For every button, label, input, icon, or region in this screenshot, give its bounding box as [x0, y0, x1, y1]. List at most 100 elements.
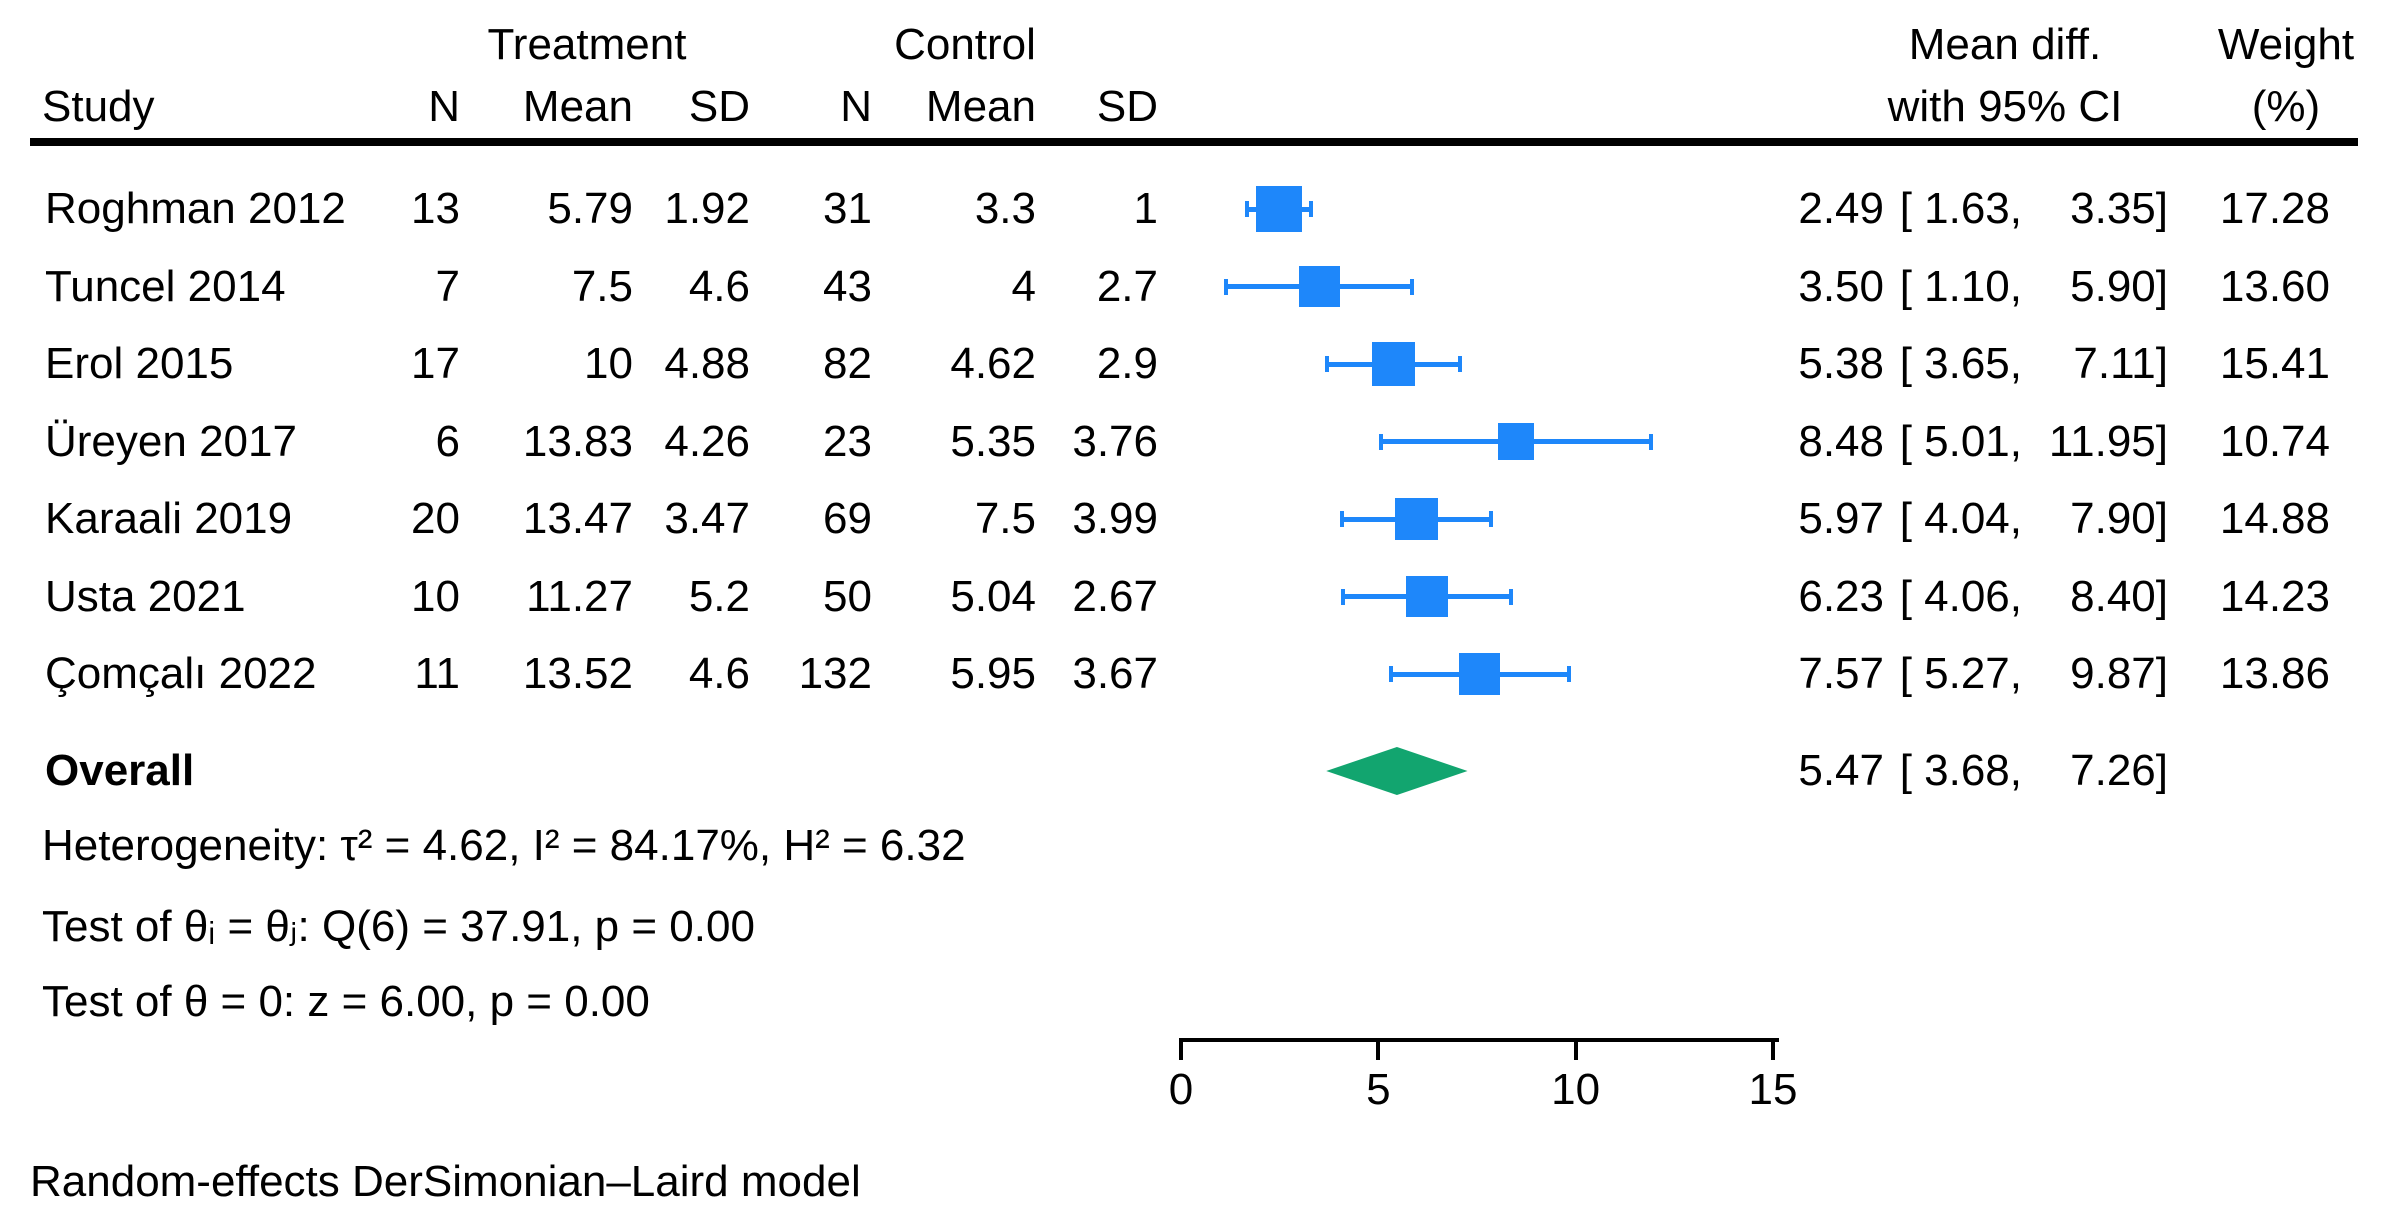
overall-diamond-shape	[1326, 747, 1468, 795]
weight-header-line2: (%)	[2251, 82, 2321, 131]
ctrl-n-header: N	[840, 82, 872, 131]
ci-cap-right	[1309, 201, 1314, 217]
study-name: Çomçalı 2022	[45, 649, 317, 698]
ci-cap-left	[1378, 433, 1383, 450]
ci-cap-left	[1388, 666, 1393, 682]
ci-upper: 7.90]	[2070, 494, 2168, 543]
ctrl-n-value: 82	[823, 339, 872, 388]
ci-cap-right	[1409, 278, 1414, 295]
ci-upper: 3.35]	[2070, 184, 2168, 233]
ctrl-mean-header: Mean	[925, 82, 1036, 131]
ctrl-mean-value: 4.62	[950, 339, 1036, 388]
ctrl-mean-value: 3.3	[974, 184, 1036, 233]
study-name: Erol 2015	[45, 339, 234, 388]
ctrl-sd-value: 2.7	[1096, 261, 1158, 311]
ctrl-sd-value: 3.67	[1072, 649, 1158, 698]
treat-sd-value: 4.6	[688, 261, 750, 311]
header-rule	[30, 138, 2358, 146]
ctrl-mean-value: 4	[1011, 261, 1036, 311]
effect-square	[1256, 186, 1303, 232]
treat-mean-value: 13.47	[522, 494, 633, 543]
ci-lower: [ 5.01,	[1899, 416, 2022, 466]
effect-estimate: 3.50	[1798, 261, 1884, 311]
effect-square	[1459, 653, 1501, 695]
study-name: Usta 2021	[45, 571, 246, 621]
treat-mean-value: 5.79	[547, 184, 633, 233]
treat-n-value: 10	[411, 571, 460, 621]
x-axis-tick-label: 15	[1748, 1065, 1798, 1114]
x-axis-tick	[1573, 1038, 1578, 1060]
ci-upper: 7.11]	[2073, 339, 2168, 388]
treat-sd-value: 1.92	[664, 184, 750, 233]
ctrl-sd-header: SD	[1096, 82, 1158, 131]
effect-estimate: 5.38	[1798, 339, 1884, 388]
overall-ci-upper: 7.26]	[2070, 746, 2168, 795]
ctrl-mean-value: 5.95	[950, 649, 1036, 698]
treat-mean-value: 13.83	[522, 416, 633, 466]
x-axis-tick-label: 10	[1551, 1065, 1601, 1114]
ci-cap-right	[1648, 433, 1653, 450]
weight-value: 14.88	[2219, 494, 2330, 543]
overall-ci-lower: [ 3.68,	[1899, 746, 2022, 795]
ci-cap-left	[1325, 356, 1330, 372]
x-axis-tick	[1376, 1038, 1381, 1060]
ci-cap-left	[1340, 511, 1345, 527]
treat-sd-value: 5.2	[688, 571, 750, 621]
effect-square	[1406, 575, 1448, 618]
treat-n-value: 20	[411, 494, 460, 543]
ctrl-n-value: 132	[798, 649, 872, 698]
ci-cap-right	[1508, 588, 1513, 605]
weight-value: 15.41	[2219, 339, 2330, 388]
treat-n-header: N	[428, 82, 460, 131]
ci-upper: 5.90]	[2070, 261, 2168, 311]
treat-n-value: 13	[411, 184, 460, 233]
treat-mean-value: 11.27	[526, 571, 633, 621]
ci-lower: [ 3.65,	[1899, 339, 2022, 388]
ci-cap-left	[1224, 278, 1229, 295]
weight-value: 13.86	[2219, 649, 2330, 698]
weight-value: 13.60	[2219, 261, 2330, 311]
ci-cap-right	[1457, 356, 1462, 372]
weight-value: 17.28	[2219, 184, 2330, 233]
effect-square	[1497, 423, 1534, 460]
control-group-header: Control	[894, 20, 1036, 69]
treat-mean-value: 10	[584, 339, 633, 388]
effect-header-line1: Mean diff.	[1908, 20, 2102, 69]
ci-upper: 8.40]	[2070, 571, 2168, 621]
effect-square	[1395, 497, 1438, 541]
treat-n-value: 6	[435, 416, 460, 466]
treat-sd-value: 3.47	[664, 494, 750, 543]
ci-cap-right	[1566, 666, 1571, 682]
ci-lower: [ 4.06,	[1899, 571, 2022, 621]
treat-sd-value: 4.6	[688, 649, 750, 698]
treat-mean-header: Mean	[522, 82, 633, 131]
effect-estimate: 8.48	[1798, 416, 1884, 466]
model-note: Random-effects DerSimonian–Laird model	[30, 1157, 861, 1206]
ci-lower: [ 1.10,	[1899, 261, 2022, 311]
treatment-group-header: Treatment	[487, 20, 687, 69]
treat-sd-value: 4.26	[664, 416, 750, 466]
ctrl-n-value: 31	[823, 184, 872, 233]
ci-lower: [ 5.27,	[1899, 649, 2022, 698]
overall-estimate: 5.47	[1798, 746, 1884, 795]
treat-n-value: 11	[414, 649, 460, 698]
study-name: Tuncel 2014	[45, 261, 286, 311]
effect-estimate: 5.97	[1798, 494, 1884, 543]
effect-estimate: 2.49	[1798, 184, 1884, 233]
ctrl-sd-value: 1	[1133, 184, 1158, 233]
test-q-stats: Test of θᵢ = θⱼ: Q(6) = 37.91, p = 0.00	[42, 902, 755, 951]
effect-estimate: 7.57	[1798, 649, 1884, 698]
effect-estimate: 6.23	[1798, 571, 1884, 621]
ctrl-sd-value: 3.76	[1072, 416, 1158, 466]
weight-value: 10.74	[2219, 416, 2330, 466]
effect-square	[1371, 342, 1416, 386]
treat-mean-value: 13.52	[522, 649, 633, 698]
ctrl-n-value: 23	[823, 416, 872, 466]
weight-header-line1: Weight	[2217, 20, 2355, 69]
ctrl-sd-value: 2.67	[1072, 571, 1158, 621]
ci-upper: 9.87]	[2070, 649, 2168, 698]
x-axis-tick	[1771, 1038, 1775, 1060]
treat-mean-value: 7.5	[571, 261, 633, 311]
ctrl-sd-value: 2.9	[1096, 339, 1158, 388]
